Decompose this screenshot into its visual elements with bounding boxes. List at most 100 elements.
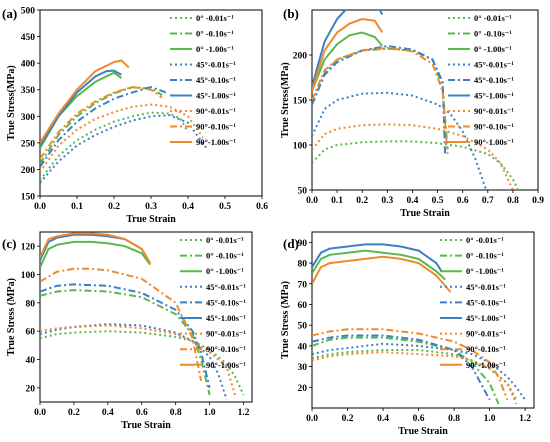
y-tick-label: 100 — [21, 271, 36, 281]
plot-frame — [39, 231, 253, 403]
x-tick-label: 0.8 — [170, 408, 182, 418]
legend-label: 45°-0.01s⁻¹ — [474, 60, 514, 70]
x-tick-label: 0.4 — [407, 196, 419, 206]
series-line-2 — [312, 31, 384, 92]
y-axis-title: True Stress(MPa) — [6, 65, 17, 140]
x-tick-label: 0.3 — [145, 202, 157, 212]
x-tick-label: 0.4 — [182, 202, 194, 212]
x-axis-title: True Strain — [126, 214, 176, 225]
x-tick-label: 0.5 — [432, 196, 444, 206]
legend-label: 0° -1.00s⁻¹ — [206, 266, 244, 276]
x-tick-label: 0.4 — [377, 414, 389, 424]
series-line-0 — [40, 330, 245, 396]
series-line-7 — [40, 267, 203, 381]
y-tick-label: 50 — [298, 187, 308, 197]
y-tick-label: 50 — [298, 322, 308, 332]
legend-label: 0° -1.00s⁻¹ — [474, 44, 512, 54]
series-line-4 — [40, 283, 211, 389]
legend-label: 0° -0.01s⁻¹ — [466, 235, 504, 245]
y-tick-label: 200 — [21, 166, 36, 176]
chart-panel-3: 0.0 0.2 0.4 0.6 0.8 1.0 1.2 20 30 40 50 60 70 80 90 Tru… — [280, 231, 535, 437]
series-line-5 — [40, 233, 150, 261]
x-tick-label: 0.9 — [532, 196, 544, 206]
series-line-5 — [312, 10, 384, 87]
x-tick-label: 0.2 — [356, 196, 368, 206]
series-line-3 — [312, 91, 488, 190]
legend-label: 90°-1.00s⁻¹ — [196, 137, 236, 147]
series-line-6 — [312, 351, 518, 405]
x-tick-label: 0.0 — [306, 196, 318, 206]
series-line-6 — [312, 123, 514, 190]
y-tick-label: 120 — [21, 243, 36, 253]
series-line-2 — [40, 240, 152, 268]
x-axis-title: True Strain — [121, 420, 171, 431]
series-line-8 — [40, 232, 152, 264]
y-tick-label: 70 — [298, 280, 308, 290]
legend-label: 0° -1.00s⁻¹ — [466, 266, 504, 276]
y-tick-label: 150 — [21, 193, 36, 203]
x-tick-label: 0.6 — [136, 408, 148, 418]
panel-label: (a) — [2, 6, 17, 21]
x-tick-label: 0.6 — [413, 414, 425, 424]
series-line-1 — [312, 47, 449, 150]
x-tick-label: 0.3 — [381, 196, 393, 206]
series-line-3 — [40, 323, 228, 400]
x-tick-label: 0.6 — [256, 202, 268, 212]
legend-label: 45°-1.00s⁻¹ — [206, 313, 246, 323]
y-axis-title: True Stress(MPa) — [280, 62, 291, 137]
x-tick-label: 0.1 — [71, 202, 83, 212]
series-line-0 — [312, 349, 518, 401]
legend-label: 45°-1.00s⁻¹ — [196, 91, 236, 101]
y-tick-label: 90 — [298, 239, 308, 249]
legend-label: 90°-0.10s⁻¹ — [466, 344, 506, 354]
y-tick-label: 60 — [26, 328, 36, 338]
x-axis-title: True Strain — [400, 208, 450, 219]
series-line-6 — [40, 324, 236, 396]
series-line-5 — [40, 69, 122, 147]
y-tick-label: 40 — [26, 356, 36, 366]
x-tick-label: 0.2 — [108, 202, 120, 212]
x-tick-label: 0.6 — [457, 196, 469, 206]
y-tick-label: 20 — [298, 384, 308, 394]
legend-label: 90°-0.01s⁻¹ — [474, 106, 514, 116]
series-line-5 — [312, 243, 443, 272]
x-tick-label: 0.8 — [507, 196, 519, 206]
x-tick-label: 0.5 — [219, 202, 231, 212]
legend-label: 45°-0.10s⁻¹ — [206, 297, 246, 307]
series-line-6 — [40, 103, 204, 173]
series-line-4 — [40, 86, 167, 168]
legend-label: 90°-1.00s⁻¹ — [466, 360, 506, 370]
chart-panel-2: 0.0 0.2 0.4 0.6 0.8 1.0 1.2 20 40 60 80 100 120 True … — [2, 231, 253, 431]
legend-label: 0° -0.10s⁻¹ — [196, 29, 234, 39]
series-line-4 — [312, 44, 447, 155]
x-tick-label: 0.2 — [342, 414, 354, 424]
x-tick-label: 0.8 — [448, 414, 460, 424]
x-axis-title: True Strain — [398, 426, 448, 437]
y-axis-title: True Stress (MPa) — [280, 281, 291, 359]
legend-label: 0° -1.00s⁻¹ — [196, 44, 234, 54]
legend-label: 45°-1.00s⁻¹ — [466, 313, 506, 323]
y-tick-label: 80 — [26, 299, 36, 309]
legend-label: 45°-0.01s⁻¹ — [466, 282, 506, 292]
x-tick-label: 0.0 — [34, 408, 46, 418]
y-tick-label: 80 — [298, 260, 308, 270]
y-tick-label: 300 — [21, 113, 36, 123]
y-tick-label: 30 — [298, 363, 308, 373]
y-tick-label: 350 — [21, 86, 36, 96]
x-tick-label: 0.2 — [68, 408, 80, 418]
panel-label: (b) — [283, 6, 299, 21]
x-tick-label: 0.0 — [34, 202, 46, 212]
y-tick-label: 150 — [293, 97, 308, 107]
legend-label: 90°-0.10s⁻¹ — [206, 344, 246, 354]
y-axis-title: True Stress (MPa) — [6, 278, 17, 356]
legend-label: 90°-0.01s⁻¹ — [206, 329, 246, 339]
series-line-0 — [40, 111, 189, 181]
x-tick-label: 0.7 — [482, 196, 494, 206]
x-tick-label: 0.1 — [331, 196, 343, 206]
legend-label: 90°-0.10s⁻¹ — [196, 122, 236, 132]
series-line-1 — [40, 289, 211, 396]
x-tick-label: 0.0 — [306, 414, 318, 424]
series-line-7 — [312, 46, 449, 155]
legend-label: 0° -0.01s⁻¹ — [206, 235, 244, 245]
